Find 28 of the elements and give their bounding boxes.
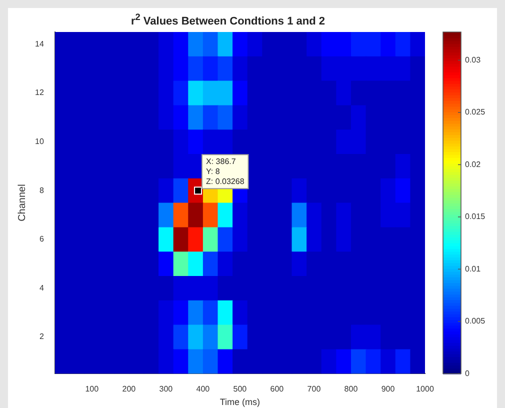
x-tick-label: 400 (196, 384, 210, 394)
color-bar-label: 0.025 (465, 108, 486, 117)
x-tick-label: 100 (85, 384, 100, 394)
y-tick-label: 4 (39, 283, 44, 292)
y-axis-title: Channel (16, 184, 28, 222)
y-tick-label: 10 (34, 137, 44, 146)
y-tick-label: 2 (39, 332, 44, 342)
x-tick-label: 700 (307, 384, 322, 394)
color-bar-label: 0.005 (465, 316, 486, 326)
x-tick-label: 1000 (416, 384, 434, 394)
x-tick-label: 500 (233, 384, 248, 394)
x-axis-title: Time (ms) (220, 397, 260, 408)
annotation: X: 386.7 Y: 8 Z: 0.03268 (206, 156, 245, 186)
color-bar-label: 0.015 (465, 212, 486, 222)
x-tick-label: 900 (381, 384, 396, 394)
x-tick-label: 200 (122, 384, 136, 394)
color-bar-label: 0.01 (465, 264, 482, 274)
color-bar-label: 0 (465, 368, 470, 378)
x-tick-label: 600 (270, 384, 284, 394)
color-bar-label: 0.02 (465, 160, 482, 169)
y-tick-label: 8 (39, 186, 44, 195)
y-tick-label: 14 (34, 39, 44, 48)
chart-title: r$^{2}$ Values Between Condtions 1 and 2 (130, 12, 326, 28)
x-tick-label: 300 (159, 384, 174, 394)
y-tick-label: 12 (34, 88, 44, 98)
x-tick-label: 800 (344, 384, 358, 394)
y-tick-label: 6 (39, 234, 44, 244)
color-bar-label: 0.03 (465, 55, 482, 64)
